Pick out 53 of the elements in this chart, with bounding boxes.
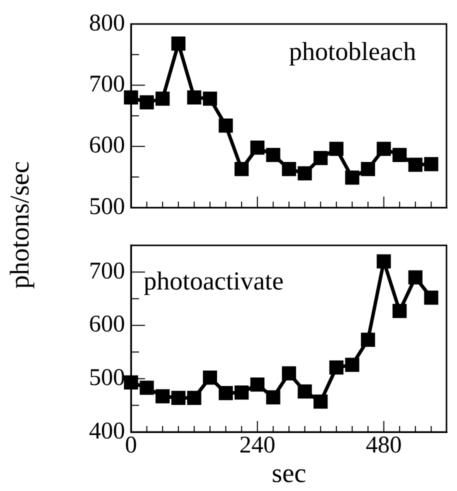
point	[424, 157, 438, 172]
point	[156, 92, 170, 106]
point	[360, 162, 376, 176]
x-tick-label: 240	[239, 432, 276, 459]
point	[218, 386, 233, 400]
point	[202, 370, 218, 385]
point	[392, 148, 407, 162]
x-axis-title: sec	[272, 458, 306, 488]
point	[234, 162, 249, 176]
y-tick-label: 600	[89, 132, 125, 159]
point	[345, 358, 360, 372]
point	[298, 166, 312, 180]
y-tick-label: 400	[89, 418, 125, 444]
point	[202, 92, 218, 106]
point	[314, 150, 328, 166]
y-tick-label: 500	[89, 194, 125, 220]
y-tick-label: 700	[89, 71, 125, 98]
point	[376, 254, 391, 268]
point	[392, 304, 407, 318]
point	[360, 332, 376, 347]
point	[266, 390, 280, 404]
point	[329, 360, 344, 375]
x-tick-label: 0	[125, 432, 137, 459]
y-tick-label: 800	[89, 10, 125, 36]
point	[250, 377, 264, 392]
y-axis-title: photons/sec	[4, 161, 36, 289]
point	[187, 390, 202, 405]
point	[234, 385, 249, 400]
point	[298, 384, 312, 399]
point	[156, 389, 170, 404]
annotation: photobleach	[289, 37, 416, 66]
point	[329, 142, 344, 156]
point	[376, 142, 391, 156]
point	[266, 148, 280, 162]
y-tick-label: 500	[89, 364, 125, 391]
point	[218, 118, 233, 133]
point	[408, 270, 422, 284]
point	[171, 390, 186, 405]
y-tick-label: 600	[89, 312, 125, 338]
point	[171, 36, 186, 51]
point	[424, 290, 438, 305]
point	[140, 95, 154, 110]
point	[282, 366, 296, 380]
x-tick-label: 480	[366, 432, 402, 459]
point	[345, 170, 360, 185]
point	[408, 158, 422, 172]
point	[140, 380, 154, 395]
y-tick-label: 700	[89, 258, 125, 284]
point	[250, 140, 264, 155]
annotation: photoactivate	[144, 266, 284, 296]
point	[314, 394, 328, 409]
point	[187, 90, 202, 105]
point	[282, 162, 296, 176]
